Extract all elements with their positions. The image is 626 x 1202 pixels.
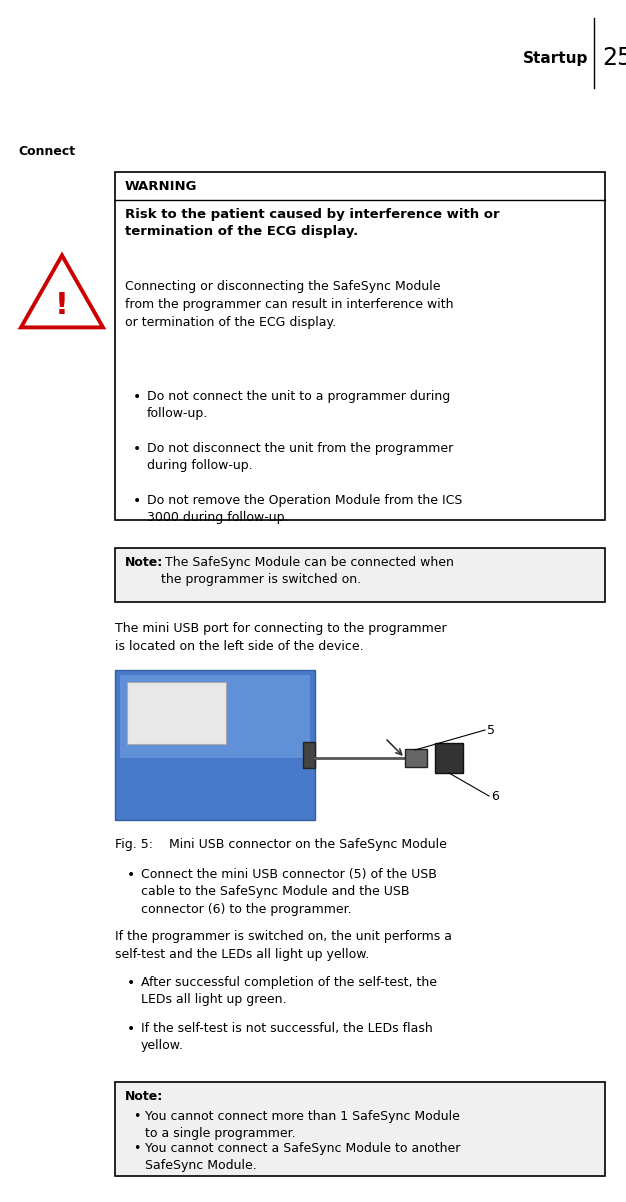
Text: The SafeSync Module can be connected when
the programmer is switched on.: The SafeSync Module can be connected whe… (161, 557, 454, 587)
Text: !: ! (55, 291, 69, 320)
Text: The mini USB port for connecting to the programmer
is located on the left side o: The mini USB port for connecting to the … (115, 621, 446, 653)
Text: 5: 5 (487, 724, 495, 737)
Text: You cannot connect more than 1 SafeSync Module
to a single programmer.: You cannot connect more than 1 SafeSync … (145, 1109, 460, 1139)
FancyBboxPatch shape (405, 749, 427, 767)
Text: After successful completion of the self-test, the
LEDs all light up green.: After successful completion of the self-… (141, 976, 437, 1006)
FancyBboxPatch shape (303, 742, 315, 768)
FancyBboxPatch shape (115, 548, 605, 602)
Text: •: • (127, 1022, 135, 1036)
Text: Fig. 5:: Fig. 5: (115, 838, 153, 851)
Text: •: • (127, 976, 135, 990)
Text: •: • (133, 494, 141, 508)
FancyBboxPatch shape (127, 682, 226, 744)
Text: Do not remove the Operation Module from the ICS
3000 during follow-up.: Do not remove the Operation Module from … (147, 494, 463, 524)
FancyBboxPatch shape (115, 172, 605, 520)
Text: Connecting or disconnecting the SafeSync Module
from the programmer can result i: Connecting or disconnecting the SafeSync… (125, 280, 453, 329)
Text: 6: 6 (491, 790, 499, 803)
Text: •: • (133, 1142, 140, 1155)
FancyBboxPatch shape (120, 676, 310, 757)
Text: Connect the mini USB connector (5) of the USB
cable to the SafeSync Module and t: Connect the mini USB connector (5) of th… (141, 868, 437, 916)
FancyBboxPatch shape (115, 670, 315, 820)
Text: 25: 25 (602, 46, 626, 70)
Text: If the self-test is not successful, the LEDs flash
yellow.: If the self-test is not successful, the … (141, 1022, 433, 1053)
Text: •: • (133, 442, 141, 456)
Text: Do not connect the unit to a programmer during
follow-up.: Do not connect the unit to a programmer … (147, 389, 450, 421)
Text: Do not disconnect the unit from the programmer
during follow-up.: Do not disconnect the unit from the prog… (147, 442, 453, 472)
Text: •: • (133, 389, 141, 404)
Text: Note:: Note: (125, 1090, 163, 1103)
FancyBboxPatch shape (435, 743, 463, 773)
Text: Note:: Note: (125, 557, 163, 569)
Text: Risk to the patient caused by interference with or
termination of the ECG displa: Risk to the patient caused by interferen… (125, 208, 500, 238)
Text: •: • (133, 1109, 140, 1123)
FancyBboxPatch shape (115, 1082, 605, 1176)
Text: Mini USB connector on the SafeSync Module: Mini USB connector on the SafeSync Modul… (153, 838, 447, 851)
Text: Startup: Startup (523, 50, 588, 65)
Text: •: • (127, 868, 135, 882)
Text: If the programmer is switched on, the unit performs a
self-test and the LEDs all: If the programmer is switched on, the un… (115, 930, 452, 962)
Text: Connect: Connect (18, 145, 75, 157)
Text: You cannot connect a SafeSync Module to another
SafeSync Module.: You cannot connect a SafeSync Module to … (145, 1142, 460, 1172)
Text: WARNING: WARNING (125, 179, 197, 192)
